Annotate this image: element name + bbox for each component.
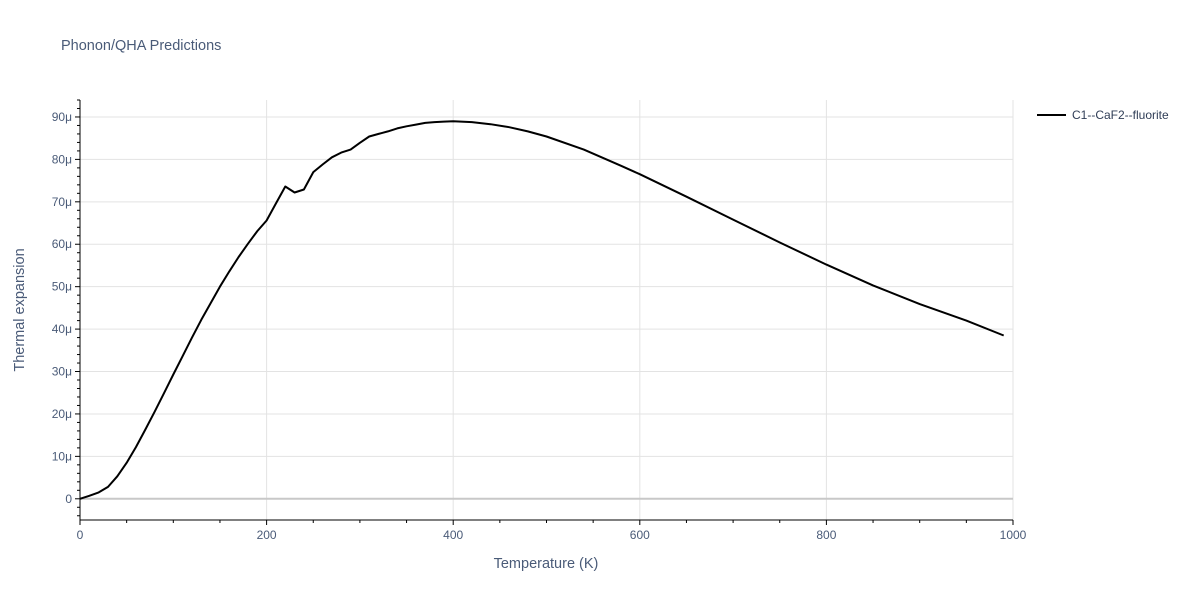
y-tick-label: 0 [65, 492, 72, 506]
x-tick-label: 400 [443, 528, 463, 542]
chart-title: Phonon/QHA Predictions [61, 38, 221, 54]
y-tick-label: 30μ [52, 365, 72, 379]
y-tick-label: 60μ [52, 237, 72, 251]
y-tick-label: 70μ [52, 195, 72, 209]
legend[interactable]: C1--CaF2--fluorite [1037, 108, 1169, 122]
x-tick-label: 0 [77, 528, 84, 542]
series-line [79, 120, 1005, 500]
x-tick-label: 1000 [1000, 528, 1027, 542]
axes [75, 99, 1014, 525]
y-tick-label: 90μ [52, 110, 72, 124]
plot-area [79, 120, 1005, 500]
x-tick-label: 200 [257, 528, 277, 542]
x-axis-title: Temperature (K) [494, 556, 599, 572]
y-tick-label: 40μ [52, 322, 72, 336]
tick-labels: 0 200 400 600 800 1000 0 10μ 20μ 30μ 40μ 50μ 60μ 70μ 8… [52, 110, 1027, 542]
x-tick-label: 600 [630, 528, 650, 542]
y-tick-label: 80μ [52, 152, 72, 166]
grid-lines [80, 100, 1014, 520]
y-tick-label: 10μ [52, 449, 72, 463]
legend-label: C1--CaF2--fluorite [1072, 108, 1169, 122]
y-tick-label: 50μ [52, 280, 72, 294]
y-axis-title: Thermal expansion [12, 248, 28, 371]
x-tick-label: 800 [816, 528, 836, 542]
y-tick-label: 20μ [52, 407, 72, 421]
